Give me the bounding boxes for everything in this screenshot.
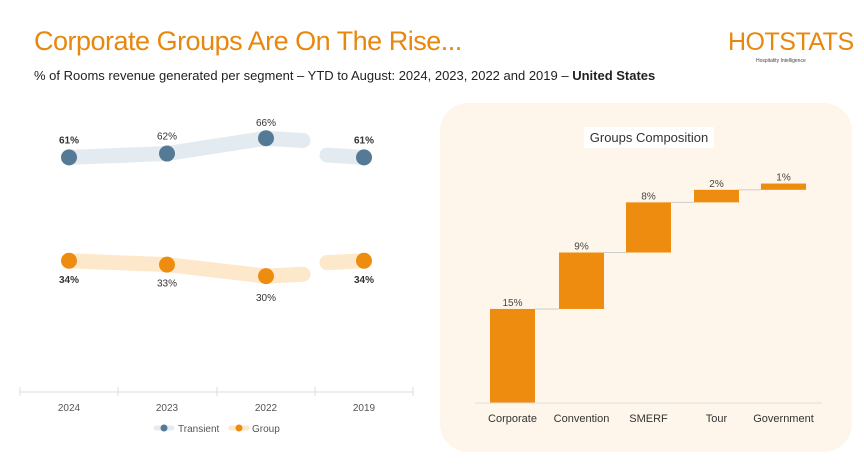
page-title: Corporate Groups Are On The Rise... (34, 26, 462, 56)
subtitle-region: United States (572, 68, 656, 83)
data-label: 8% (641, 191, 656, 202)
data-point-transient (61, 149, 77, 166)
x-tick-label: Tour (706, 413, 728, 425)
chart-title-box (584, 127, 714, 148)
data-label: 2% (709, 179, 724, 190)
data-label: 66% (256, 118, 276, 129)
logo: HOTSTATS (728, 28, 854, 56)
legend-marker-group (235, 424, 243, 432)
x-tick-label: Government (753, 413, 814, 425)
data-point-transient (258, 130, 274, 147)
data-point-group (356, 252, 372, 269)
waterfall-bar-smerf (626, 202, 671, 253)
x-tick-label: 2022 (255, 403, 278, 414)
data-label: 34% (354, 275, 374, 286)
waterfall-bar-convention (559, 252, 604, 309)
series-band-group (61, 253, 311, 284)
logo-tagline: Hospitality Intelligence (756, 58, 806, 64)
x-tick-label: 2024 (58, 403, 81, 414)
data-label: 9% (574, 242, 589, 253)
data-label: 33% (157, 279, 177, 290)
x-tick-label: Corporate (488, 413, 537, 425)
data-label: 62% (157, 132, 177, 143)
x-tick-label: 2023 (156, 403, 179, 414)
waterfall-bar-corporate (490, 308, 535, 403)
legend-marker-transient (160, 424, 168, 432)
data-label: 15% (502, 298, 522, 309)
x-tick-label: SMERF (629, 413, 668, 425)
data-label: 61% (59, 135, 79, 146)
segment-line-chart: 2024 2023 2022 2019 61% 62% 66% 61% 34% 33% 30% 34%… (19, 118, 414, 435)
legend-label: Transient (178, 424, 220, 435)
chart-title: Groups Composition (590, 130, 709, 145)
subtitle-text: % of Rooms revenue generated per segment… (34, 68, 573, 83)
data-label: 30% (256, 293, 276, 304)
data-label: 34% (59, 275, 79, 286)
x-tick-label: 2019 (353, 403, 376, 414)
data-point-group (258, 268, 274, 285)
x-tick-label: Convention (554, 413, 610, 425)
subtitle: % of Rooms revenue generated per segment… (34, 68, 655, 84)
data-point-group (159, 256, 175, 273)
data-point-transient (159, 145, 175, 162)
data-point-transient (356, 149, 372, 166)
data-label: 61% (354, 135, 374, 146)
data-label: 1% (776, 173, 791, 184)
data-point-group (61, 252, 77, 269)
waterfall-bar-tour (694, 189, 739, 203)
legend-label: Group (252, 424, 280, 435)
series-band-transient (61, 130, 311, 165)
waterfall-bar-government (761, 183, 806, 190)
